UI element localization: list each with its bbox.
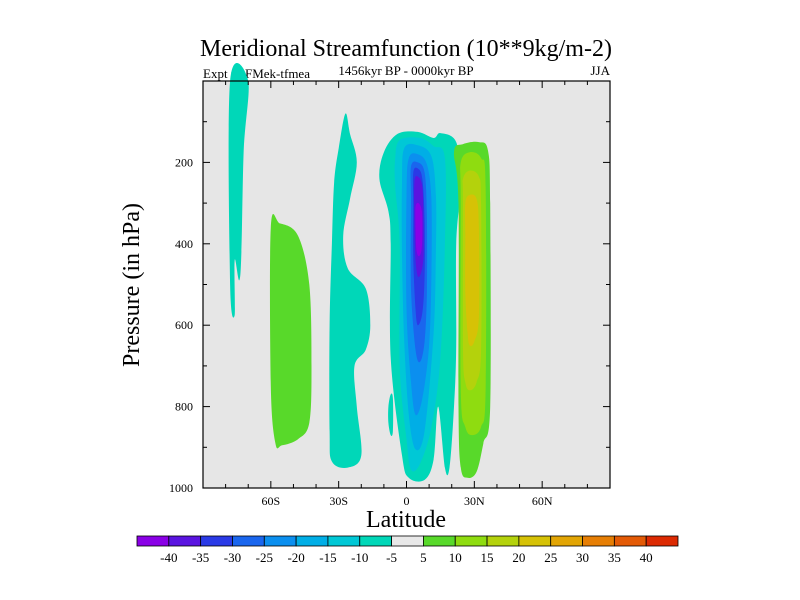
colorbar-box — [136, 535, 170, 547]
contour-antarctic-band — [228, 63, 249, 318]
contour-southern-negative-band — [329, 113, 371, 468]
colorbar-label: 30 — [576, 550, 589, 565]
colorbar-label: -10 — [351, 550, 368, 565]
x-tick-label: 60N — [532, 494, 553, 508]
colorbar-label: 15 — [481, 550, 494, 565]
colorbar-label: 10 — [449, 550, 462, 565]
colorbar-box — [518, 535, 552, 547]
colorbar-label: -25 — [256, 550, 273, 565]
x-tick-label: 30S — [329, 494, 348, 508]
colorbar-label: -5 — [386, 550, 397, 565]
colorbar-box — [423, 535, 456, 547]
x-axis-label: Latitude — [366, 507, 446, 533]
y-tick-label: 200 — [175, 155, 193, 169]
colorbar-box — [486, 535, 520, 547]
contour-equatorial-isolated-patch — [388, 393, 394, 436]
colorbar-label: 25 — [544, 550, 557, 565]
contour-regions — [228, 63, 491, 482]
colorbar-box — [645, 535, 679, 547]
colorbar-box — [263, 535, 297, 547]
colorbar-label: -20 — [287, 550, 304, 565]
colorbar-box — [359, 535, 392, 547]
colorbar-box — [582, 535, 615, 547]
colorbar-label: -15 — [319, 550, 336, 565]
contour-southern-positive-cell — [269, 213, 312, 449]
chart-title: Meridional Streamfunction (10**9kg/m-2) — [200, 36, 612, 62]
colorbar-label: -40 — [160, 550, 177, 565]
experiment-label: Expt = tFMek-tfmea — [203, 66, 310, 81]
y-tick-label: 400 — [175, 237, 193, 251]
colorbar-labels: -40 -35 -30 -25 -20 -15 -10 -5 5 10 15 20 25 30 35 40 — [160, 550, 653, 565]
chart-subtitle: 1456kyr BP - 0000kyr BP — [338, 63, 473, 78]
colorbar-label: 40 — [640, 550, 653, 565]
season-label: JJA — [590, 63, 610, 78]
x-tick-label: 60S — [261, 494, 280, 508]
y-tick-label: 1000 — [169, 481, 193, 495]
colorbar-label: 20 — [512, 550, 525, 565]
contour-hadley-core-l8 — [415, 202, 423, 257]
colorbar-label: 5 — [420, 550, 427, 565]
colorbar-box — [200, 535, 233, 547]
y-axis: 200 400 600 800 1000 — [169, 121, 610, 495]
colorbar-box — [232, 535, 265, 547]
contour-northern-yellow — [464, 194, 480, 347]
x-tick-label: 30N — [464, 494, 485, 508]
x-axis: 60S 30S 0 30N 60N — [225, 81, 588, 508]
colorbar-label: -30 — [224, 550, 241, 565]
colorbar-label: -35 — [192, 550, 209, 565]
colorbar-label: 35 — [608, 550, 621, 565]
colorbar-box — [295, 535, 329, 547]
y-tick-label: 800 — [175, 400, 193, 414]
colorbar-box — [550, 535, 583, 547]
y-tick-label: 600 — [175, 318, 193, 332]
y-axis-label: Pressure (in hPa) — [119, 203, 145, 367]
colorbar-box — [327, 535, 361, 547]
colorbar-box — [168, 535, 202, 547]
colorbar-box — [454, 535, 488, 547]
x-tick-label: 0 — [404, 494, 410, 508]
colorbar-box — [613, 535, 647, 547]
colorbar — [136, 535, 679, 547]
colorbar-box — [391, 535, 424, 547]
